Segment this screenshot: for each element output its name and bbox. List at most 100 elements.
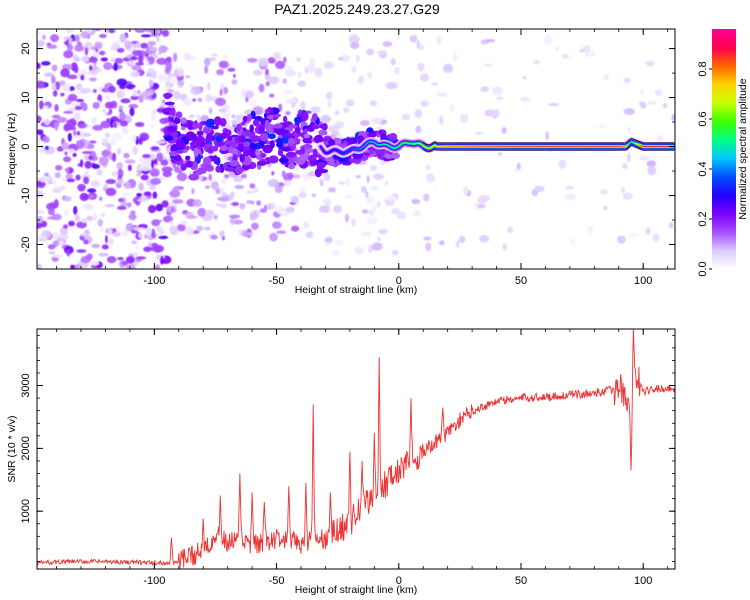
spectrogram-noise-blob (385, 81, 397, 90)
spectrogram-noise-blob (51, 64, 58, 72)
spectrogram-noise-blob (328, 125, 339, 133)
spectrogram-noise-blob (55, 81, 60, 91)
spectrogram-noise-blob (108, 85, 116, 93)
spectrogram-noise-blob (176, 68, 185, 77)
spectrogram-noise-blob (183, 52, 191, 61)
spectrogram-noise-blob (368, 244, 373, 254)
spectrogram-noise-blob (134, 29, 146, 33)
spectrogram-noise-blob (196, 114, 201, 122)
spectrogram-noise-blob (415, 125, 422, 134)
spectrogram-noise-blob (86, 215, 93, 221)
spectrogram-noise-blob (65, 29, 74, 34)
spectrogram-noise-blob (43, 72, 54, 77)
spectrogram-noise-blob (197, 207, 207, 217)
spectrogram-noise-blob (143, 29, 154, 33)
spectrogram-noise-blob (216, 68, 225, 76)
colorbar-tick-label: 0.2 (697, 211, 709, 226)
spectrogram-noise-blob (134, 122, 145, 127)
spectrogram-turbulent-blob (252, 119, 260, 127)
spectrogram-noise-blob (173, 91, 181, 100)
spectrogram-noise-blob (582, 45, 591, 53)
spectrogram-noise-blob (107, 227, 113, 236)
spectrogram-turbulent-blob (259, 132, 269, 142)
spectrogram-noise-blob (63, 50, 74, 59)
colorbar-label: Normalized spectral amplitude (737, 78, 749, 219)
spectrogram-noise-blob (92, 124, 104, 131)
spectrogram-noise-blob (98, 252, 109, 257)
spectrogram-noise-blob (628, 233, 640, 237)
snr-y-ticks: 1000 2000 3000 (20, 334, 675, 562)
spectrogram-noise-blob (233, 175, 244, 183)
spectrogram-noise-blob (64, 167, 70, 173)
spectrogram-turbulent-blob (188, 173, 200, 181)
spectrogram-turbulent-blob (388, 133, 398, 141)
snr-content (37, 329, 675, 569)
spectrogram-noise-blob (46, 44, 58, 49)
spectrogram-noise-blob (54, 103, 59, 112)
spectrogram-noise-blob (112, 132, 124, 141)
spectrogram-noise-blob (145, 227, 152, 237)
spectrogram-noise-blob (420, 100, 430, 107)
spectrogram-noise-blob (251, 222, 259, 230)
spectrogram-noise-blob (297, 80, 307, 87)
spectrogram-noise-blob (96, 169, 103, 176)
spectrogram-noise-blob (668, 222, 674, 229)
snr-x-tick-label: 100 (634, 575, 652, 587)
spectrogram-noise-blob (162, 170, 172, 178)
spectrogram-noise-blob (136, 193, 142, 198)
spectrogram-noise-blob (384, 180, 389, 186)
spectrogram-turbulent-blob (164, 101, 175, 106)
spectrogram-noise-blob (128, 213, 137, 220)
spectrogram-turbulent-blob (220, 132, 228, 140)
spectrogram-noise-blob (622, 163, 628, 170)
spectrogram-noise-blob (210, 234, 218, 240)
spectrogram-noise-blob (323, 198, 332, 205)
spectrogram-noise-blob (276, 205, 285, 215)
spectrogram-noise-blob (492, 109, 500, 118)
spectrogram-noise-blob (213, 214, 218, 220)
spectrogram-noise-blob (477, 204, 486, 209)
spectrogram-noise-blob (382, 41, 393, 47)
spectrogram-noise-blob (269, 76, 280, 85)
spectrogram-noise-blob (73, 129, 77, 136)
spectrogram-noise-blob (497, 152, 503, 156)
spectrogram-noise-blob (323, 173, 331, 182)
spectrogram-ridge-edge-bottom (423, 145, 675, 153)
spectrogram-noise-blob (258, 83, 265, 93)
spectrogram-noise-blob (127, 164, 132, 171)
spectrogram-turbulent-blob (185, 131, 196, 141)
spectrogram-noise-blob (344, 177, 351, 187)
spectrogram-noise-blob (620, 186, 625, 194)
spectrogram-noise-blob (159, 255, 164, 265)
spectrogram-turbulent-blob (168, 150, 179, 157)
snr-y-tick-label: 1000 (20, 499, 32, 523)
spectrogram-x-tick-label: -50 (269, 275, 285, 287)
spectrogram-noise-blob (172, 52, 178, 62)
spectrogram-turbulent-blob (256, 160, 267, 166)
spectrogram-noise-blob (330, 250, 340, 257)
spectrogram-noise-blob (302, 172, 309, 181)
spectrogram-turbulent-blob (317, 162, 327, 167)
spectrogram-noise-blob (160, 159, 169, 166)
snr-x-tick-label: 50 (515, 575, 527, 587)
spectrogram-turbulent-blob (175, 111, 183, 119)
spectrogram-noise-blob (123, 152, 130, 159)
spectrogram-turbulent-blob (378, 130, 383, 135)
spectrogram-noise-blob (358, 75, 365, 84)
spectrogram-noise-blob (143, 191, 152, 197)
spectrogram-noise-blob (60, 68, 70, 78)
spectrogram-ridge (316, 137, 675, 158)
spectrogram-noise-blob (148, 79, 154, 88)
spectrogram-noise-blob (479, 194, 491, 202)
spectrogram-noise-blob (37, 129, 44, 136)
spectrogram-noise-blob (70, 264, 75, 269)
spectrogram-noise-blob (622, 192, 633, 200)
spectrogram-noise-blob (350, 41, 360, 50)
spectrogram-turbulent-blob (219, 145, 229, 152)
snr-frame (36, 328, 676, 570)
spectrogram-noise-blob (519, 97, 531, 102)
spectrogram-noise-blob (75, 174, 81, 181)
spectrogram-noise-blob (314, 67, 323, 78)
spectrogram-noise-blob (66, 178, 76, 183)
spectrogram-noise-blob (119, 111, 126, 121)
